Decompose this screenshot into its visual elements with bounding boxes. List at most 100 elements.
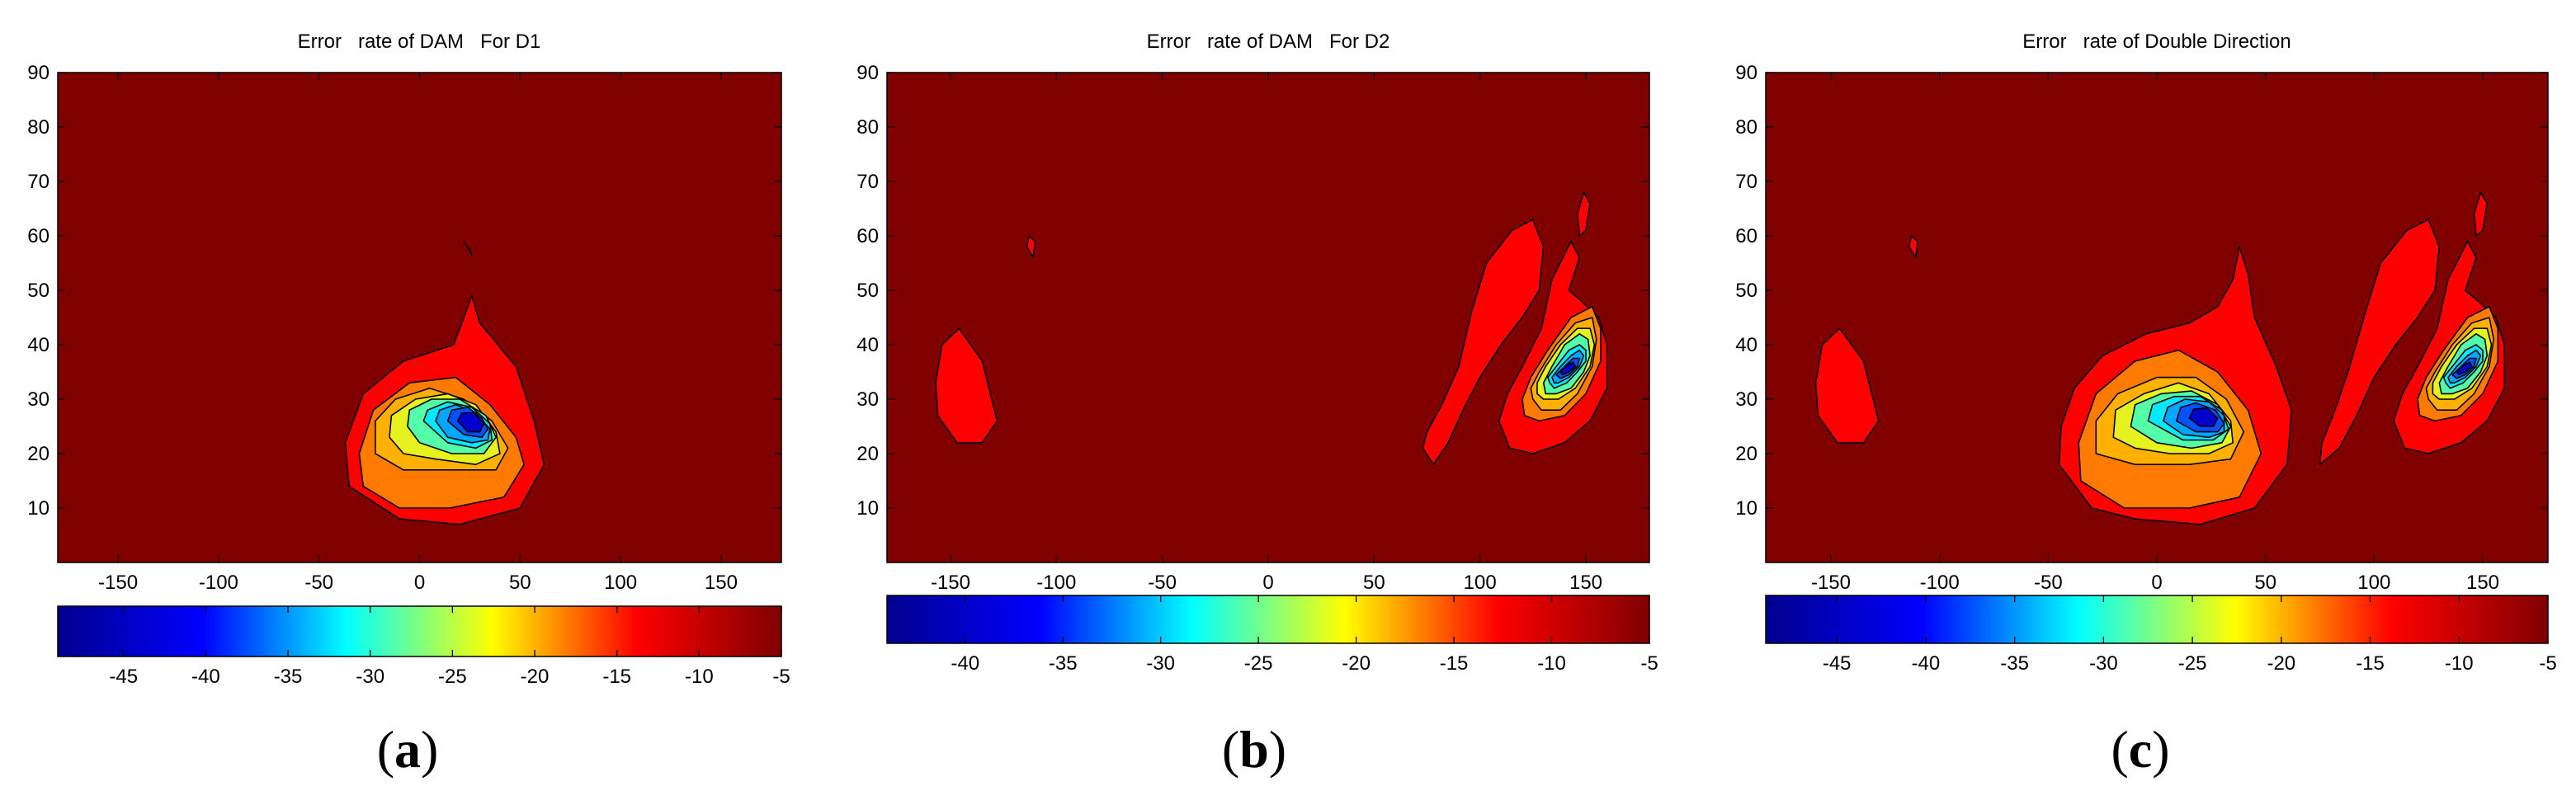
x-tick-label: 150: [1569, 572, 1602, 594]
x-tick-label: 150: [2466, 572, 2499, 594]
contour-region: [1576, 191, 1591, 237]
contour-region: [2473, 191, 2489, 237]
chart-panel-a: Error rate of DAM For D1 -150 -100 -50 0 50 10…: [27, 31, 790, 779]
chart-title: Error rate of Double Direction: [2022, 31, 2291, 53]
y-tick-label: 40: [856, 334, 879, 356]
plot-background: [887, 73, 1649, 562]
chart-panel-b: Error rate of DAM For D2 -150 -100 -50 0 50 10…: [856, 31, 1658, 779]
colorbar: [886, 595, 1650, 644]
colorbar-tick-label: -40: [191, 666, 220, 688]
colorbar-tick-label: -5: [1640, 652, 1658, 675]
y-tick-label: 90: [1735, 62, 1757, 84]
y-tick-label: 20: [1735, 443, 1757, 465]
y-tick-label: 50: [856, 280, 879, 302]
panel-caption: (c): [2111, 720, 2169, 779]
chart-title: Error rate of DAM For D2: [1147, 31, 1390, 53]
colorbar-tick-label: -10: [2445, 652, 2474, 675]
x-tick-label: 50: [2254, 572, 2276, 594]
caption-letter: c: [2129, 720, 2152, 779]
x-tick-label: 100: [2357, 572, 2390, 594]
x-tick-label: 100: [604, 572, 637, 594]
contour-region: [1908, 235, 1919, 259]
colorbar-tick-label: -25: [1244, 652, 1273, 675]
y-tick-label: 70: [1735, 171, 1757, 193]
colorbar-tick-label: -20: [521, 666, 550, 688]
colorbar-tick-label: -35: [274, 666, 303, 688]
colorbar-tick-label: -10: [685, 666, 714, 688]
colorbar-tick-label: -15: [2356, 652, 2385, 675]
colorbar-tick-label: -40: [1912, 652, 1941, 675]
colorbar-tick-label: -45: [109, 666, 138, 688]
colorbar-tick-label: -35: [2000, 652, 2029, 675]
contour-region: [1026, 235, 1036, 259]
caption-close-paren: ): [1269, 720, 1286, 779]
contour-region: [935, 327, 998, 444]
x-tick-label: 50: [1363, 572, 1385, 594]
y-tick-label: 10: [856, 497, 879, 520]
caption-open-paren: (: [2111, 720, 2128, 779]
colorbar-tick-label: -5: [772, 666, 790, 688]
colorbar-tick-label: -45: [1823, 652, 1852, 675]
x-tick-label: 100: [1464, 572, 1497, 594]
y-tick-label: 20: [27, 443, 50, 465]
colorbar-tick-label: -15: [1440, 652, 1469, 675]
colorbar-tick-label: -40: [951, 652, 979, 675]
y-tick-label: 30: [1735, 388, 1757, 411]
y-tick-label: 30: [856, 388, 879, 411]
x-tick-label: 0: [1262, 572, 1273, 594]
x-tick-label: 150: [705, 572, 738, 594]
x-tick-label: -100: [1920, 572, 1960, 594]
colorbar-tick-label: -35: [1049, 652, 1078, 675]
panel-caption: (b): [1222, 720, 1286, 779]
y-tick-label: 80: [856, 116, 879, 139]
contour-region: [2319, 219, 2441, 465]
x-tick-label: 0: [2151, 572, 2162, 594]
x-tick-label: -50: [2034, 572, 2063, 594]
contour-region: [1559, 361, 1576, 376]
x-tick-label: -150: [98, 572, 138, 594]
colorbar-tick-label: -10: [1537, 652, 1566, 675]
x-tick-label: -50: [1148, 572, 1177, 594]
x-tick-label: -100: [199, 572, 238, 594]
y-tick-label: 90: [856, 62, 879, 84]
y-tick-label: 10: [27, 497, 50, 520]
caption-open-paren: (: [1222, 720, 1239, 779]
y-tick-label: 30: [27, 388, 50, 411]
contour-region: [1422, 219, 1545, 465]
y-tick-label: 50: [27, 280, 50, 302]
y-tick-label: 60: [27, 225, 50, 247]
contour-regions: [344, 240, 545, 525]
y-tick-label: 50: [1735, 280, 1757, 302]
x-tick-label: 0: [414, 572, 425, 594]
contour-regions: [1814, 191, 2506, 525]
colorbar-tick-label: -25: [438, 666, 467, 688]
y-tick-label: 40: [27, 334, 50, 356]
x-tick-label: -150: [1811, 572, 1851, 594]
contour-region: [2456, 361, 2473, 376]
y-tick-label: 40: [1735, 334, 1757, 356]
y-tick-label: 70: [27, 171, 50, 193]
y-tick-label: 90: [27, 62, 50, 84]
y-tick-label: 80: [27, 116, 50, 139]
contour-region: [1814, 327, 1880, 444]
colorbar-tick-label: -20: [1342, 652, 1371, 675]
contour-regions: [935, 191, 1608, 465]
colorbar-tick-label: -5: [2539, 652, 2556, 675]
x-tick-label: 50: [509, 572, 531, 594]
caption-letter: a: [394, 720, 421, 779]
y-tick-label: 60: [1735, 225, 1757, 247]
colorbar-tick-label: -30: [356, 666, 385, 688]
panel-caption: (a): [377, 720, 439, 779]
chart-panel-c: Error rate of Double Direction-150 -100 -5…: [1735, 31, 2556, 779]
x-tick-label: -100: [1036, 572, 1076, 594]
x-tick-label: -50: [304, 572, 333, 594]
y-tick-label: 10: [1735, 497, 1757, 520]
colorbar-tick-label: -25: [2178, 652, 2207, 675]
contour-region: [2188, 407, 2219, 427]
y-tick-label: 20: [856, 443, 879, 465]
caption-close-paren: ): [2152, 720, 2169, 779]
colorbar: [57, 605, 782, 657]
caption-letter: b: [1239, 720, 1269, 779]
colorbar-tick-label: -15: [602, 666, 631, 688]
